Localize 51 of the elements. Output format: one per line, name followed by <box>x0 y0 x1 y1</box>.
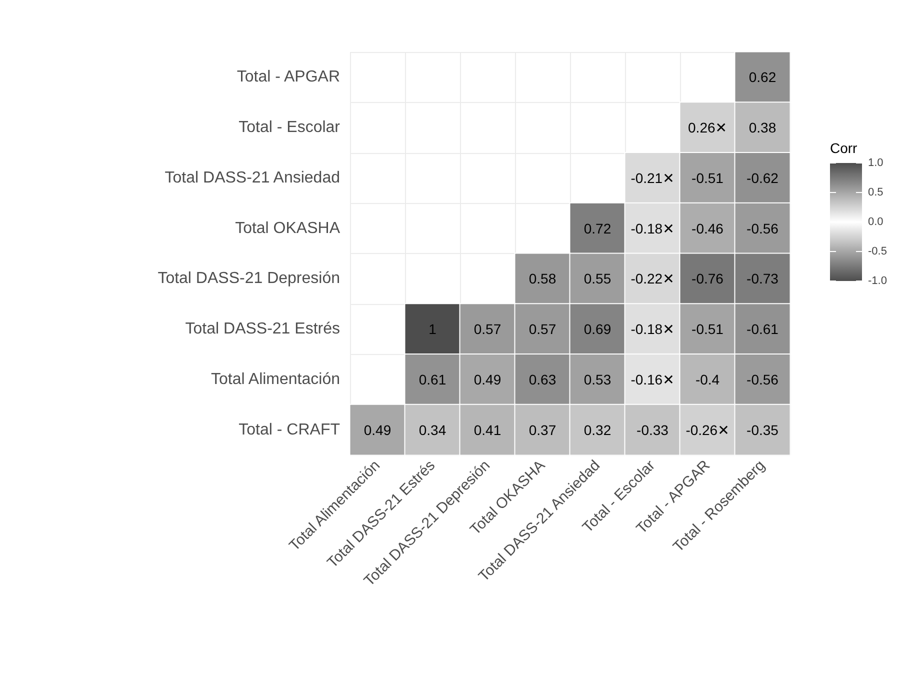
data-label: -0.73 <box>746 270 779 287</box>
data-label: 0.63 <box>528 371 556 388</box>
color-bar-label: -0.5 <box>868 246 887 258</box>
data-label: 0.49 <box>364 422 392 438</box>
color-bar-label: 1.0 <box>868 157 884 169</box>
color-bar-label: 0.5 <box>868 186 884 198</box>
data-label: -0.46 <box>692 220 724 236</box>
data-label: 0.61 <box>418 371 446 388</box>
data-label: 0.53 <box>584 371 612 388</box>
data-label: -0.56 <box>746 371 779 388</box>
color-bar-label: 0.0 <box>868 216 884 228</box>
data-label: 1 <box>428 321 437 338</box>
data-label: -0.26✕ <box>686 422 730 438</box>
data-label: 0.57 <box>528 321 556 338</box>
y-tick-label: Total - APGAR <box>236 68 340 86</box>
data-label: 0.41 <box>474 422 502 438</box>
y-tick-label: Total Alimentación <box>211 370 340 388</box>
data-label: 0.55 <box>584 270 612 287</box>
data-label: 0.72 <box>584 220 612 236</box>
data-label: 0.62 <box>748 69 776 86</box>
data-label: 0.37 <box>528 422 556 438</box>
data-label: 0.38 <box>748 120 776 136</box>
data-label: -0.51 <box>692 321 724 338</box>
data-label: -0.61 <box>746 321 779 338</box>
data-label: 0.69 <box>584 321 612 338</box>
y-tick-label: Total OKASHA <box>235 220 340 237</box>
y-tick-label: Total DASS-21 Depresión <box>158 270 340 288</box>
data-label: -0.4 <box>695 371 720 388</box>
data-label: -0.51 <box>692 170 724 186</box>
color-bar-label: -1.0 <box>868 275 887 287</box>
data-label: -0.22✕ <box>630 270 674 287</box>
data-label: -0.62 <box>746 170 779 186</box>
color-bar-title: Corr <box>830 140 858 156</box>
data-label: 0.57 <box>474 321 502 338</box>
data-label: -0.76 <box>692 270 724 287</box>
data-label: -0.33 <box>636 422 669 438</box>
y-tick-label: Total DASS-21 Ansiedad <box>164 169 340 186</box>
data-label: 0.58 <box>528 270 556 287</box>
data-label: -0.18✕ <box>630 321 674 338</box>
y-tick-label: Total - CRAFT <box>238 421 340 438</box>
data-label: 0.32 <box>584 422 612 438</box>
data-label: 0.34 <box>418 422 446 438</box>
data-label: -0.16✕ <box>630 371 674 388</box>
data-label: -0.18✕ <box>630 220 674 236</box>
data-label: 0.26✕ <box>688 120 727 136</box>
data-label: 0.49 <box>474 371 502 388</box>
data-label: -0.56 <box>746 220 779 236</box>
data-label: -0.35 <box>746 422 779 438</box>
y-tick-label: Total DASS-21 Estrés <box>185 320 340 338</box>
data-label: -0.21✕ <box>630 170 674 186</box>
y-tick-label: Total - Escolar <box>238 119 341 136</box>
